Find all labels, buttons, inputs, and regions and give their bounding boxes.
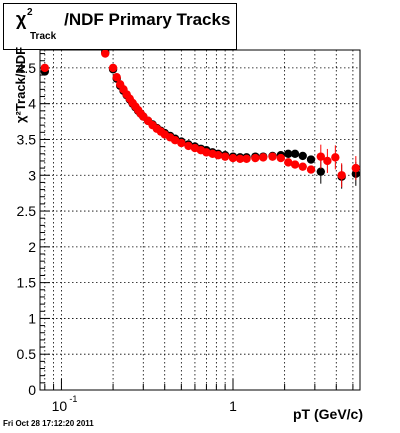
chart-title: χ 2 Track /NDF Primary Tracks — [16, 7, 231, 42]
data-point — [220, 152, 230, 161]
plot-frame — [39, 49, 361, 391]
data-point — [351, 163, 361, 173]
y-tick-label: 0.5 — [17, 346, 37, 362]
title-chi-symbol: χ — [16, 9, 27, 29]
data-point — [284, 158, 293, 167]
data-point — [306, 165, 316, 174]
data-point — [290, 160, 300, 169]
data-point — [284, 149, 293, 158]
y-tick-label: 2.5 — [17, 203, 37, 219]
title-superscript: 2 — [27, 7, 33, 18]
data-point — [177, 138, 186, 148]
data-point — [258, 153, 268, 162]
plot-frame-rect — [39, 49, 361, 391]
data-point — [316, 152, 326, 161]
data-point — [316, 167, 326, 176]
y-tick-label: 1.5 — [17, 275, 37, 291]
data-point — [242, 154, 251, 163]
data-point — [235, 154, 245, 163]
y-tick-label: 1 — [28, 310, 36, 326]
x-axis-label: pT (GeV/c) — [292, 406, 363, 422]
tick-labels: 0 0.5 1 1.5 2 2.5 3 3.5 4 4.5 10 -1 1 — [17, 60, 238, 414]
data-point — [101, 49, 110, 58]
title-subscript: Track — [30, 31, 57, 42]
y-tick-label: 4.5 — [17, 60, 37, 76]
data-points — [40, 47, 361, 189]
data-point — [306, 155, 316, 164]
data-point — [298, 162, 307, 171]
chart-title-box: χ 2 Track /NDF Primary Tracks — [3, 3, 237, 50]
data-point — [228, 153, 238, 163]
data-point — [290, 149, 300, 158]
y-tick-label: 3 — [28, 167, 36, 183]
data-point — [337, 171, 346, 180]
y-tick-label: 0 — [28, 382, 36, 398]
data-point — [40, 63, 50, 73]
data-point — [214, 151, 223, 160]
data-point — [331, 153, 340, 162]
x-tick-label: 10 — [52, 398, 68, 414]
y-tick-label: 2 — [28, 239, 36, 255]
x-tick-label: 1 — [229, 398, 237, 414]
grid-lines — [40, 50, 360, 390]
data-point — [251, 153, 260, 163]
y-tick-label: 4 — [28, 96, 36, 112]
data-point — [276, 153, 286, 163]
data-point — [108, 63, 118, 73]
datestamp: Fri Oct 28 17:12:20 2011 — [3, 419, 94, 428]
y-tick-label: 3.5 — [17, 131, 37, 147]
x-tick-exponent: -1 — [69, 394, 77, 404]
data-point — [268, 152, 277, 161]
data-point — [112, 73, 121, 82]
data-point — [298, 151, 307, 161]
y-axis-label: χ²Track/NDF — [13, 46, 28, 123]
title-rest: /NDF Primary Tracks — [64, 10, 231, 29]
data-point — [323, 156, 332, 166]
data-point — [184, 141, 193, 151]
